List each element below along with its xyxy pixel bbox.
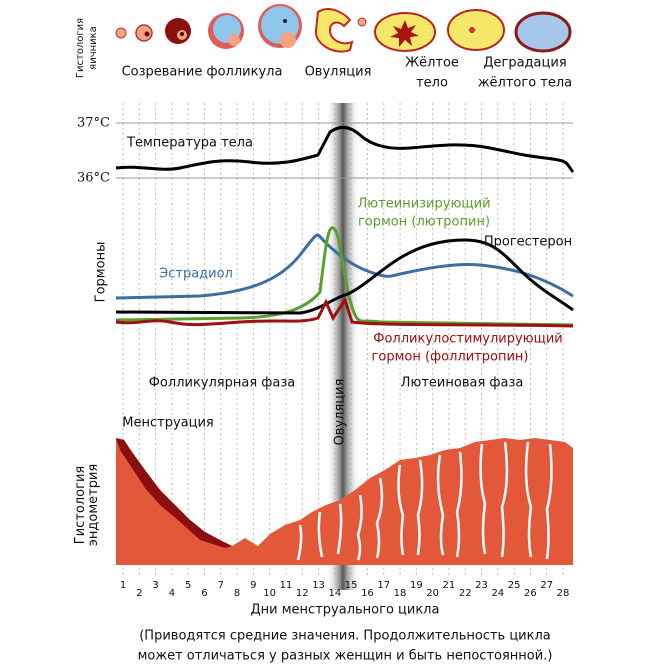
day-label: 2 [136, 588, 142, 599]
temp-tick: 37°C [77, 116, 110, 131]
temperature-curve [115, 126, 575, 173]
x-axis-label: Дни менструального цикла [251, 603, 440, 618]
day-label: 16 [361, 588, 374, 599]
lh-curve [115, 226, 574, 327]
stage-label: Жёлтое [405, 56, 459, 71]
day-label: 5 [185, 580, 191, 591]
estradiol-curve [115, 233, 574, 300]
temp-label: Температура тела [126, 136, 253, 151]
glands [296, 441, 553, 561]
day-label: 14 [328, 588, 341, 599]
day-label: 15 [345, 580, 358, 591]
day-label: 19 [410, 580, 423, 591]
day-label: 17 [377, 580, 390, 591]
day-label: 4 [169, 588, 175, 599]
phase-label: Менструация [122, 416, 213, 431]
progesterone-curve [115, 238, 574, 315]
day-label: 3 [152, 580, 158, 591]
day-label: 24 [491, 588, 504, 599]
day-label: 8 [234, 588, 240, 599]
phase-label: Лютеиновая фаза [401, 376, 524, 391]
endometrium-label: Гистологияэндометрия [73, 464, 101, 546]
day-label: 27 [540, 580, 553, 591]
fsh-label: гормон (фоллитропин) [372, 350, 529, 365]
day-label: 10 [263, 588, 276, 599]
day-label: 11 [280, 580, 293, 591]
menstrual-edge [116, 438, 232, 548]
ovary-icons [115, 4, 572, 53]
phase-label: Фолликулярная фаза [149, 376, 296, 391]
fsh-label: Фолликулостимулирующий [373, 332, 562, 347]
lh-label: Лютеинизирующий [357, 197, 490, 212]
hormones-label: Гормоны [94, 242, 109, 303]
stage-label: тело [416, 76, 448, 91]
stage-label: жёлтого тела [478, 76, 572, 91]
stage-label: Созревание фолликула [122, 65, 283, 80]
footnote: может отличаться у разных женщин и быть … [138, 649, 553, 664]
footnote: (Приводятся средние значения. Продолжите… [139, 629, 551, 644]
day-label: 23 [475, 580, 488, 591]
day-label: 21 [443, 580, 456, 591]
stage-label: Овуляция [305, 65, 372, 80]
day-label: 12 [296, 588, 309, 599]
day-label: 22 [459, 588, 472, 599]
estradiol-label: Эстрадиол [159, 267, 233, 282]
day-label: 13 [312, 580, 325, 591]
day-label: 9 [250, 580, 256, 591]
day-label: 28 [557, 588, 570, 599]
day-label: 20 [426, 588, 439, 599]
temp-tick: 36°C [77, 171, 110, 186]
stage-label: Деградация [483, 56, 566, 71]
day-label: 1 [120, 580, 126, 591]
phase-label: Овуляция [333, 379, 348, 446]
day-label: 25 [508, 580, 521, 591]
ovary-label: Гистология яичника [75, 18, 99, 78]
progesterone-label: Прогестерон [484, 235, 572, 250]
lh-label: гормон (лютропин) [358, 215, 490, 230]
day-label: 26 [524, 588, 537, 599]
day-label: 18 [394, 588, 407, 599]
day-label: 6 [201, 588, 207, 599]
fsh-curve [115, 296, 574, 328]
day-label: 7 [218, 580, 224, 591]
